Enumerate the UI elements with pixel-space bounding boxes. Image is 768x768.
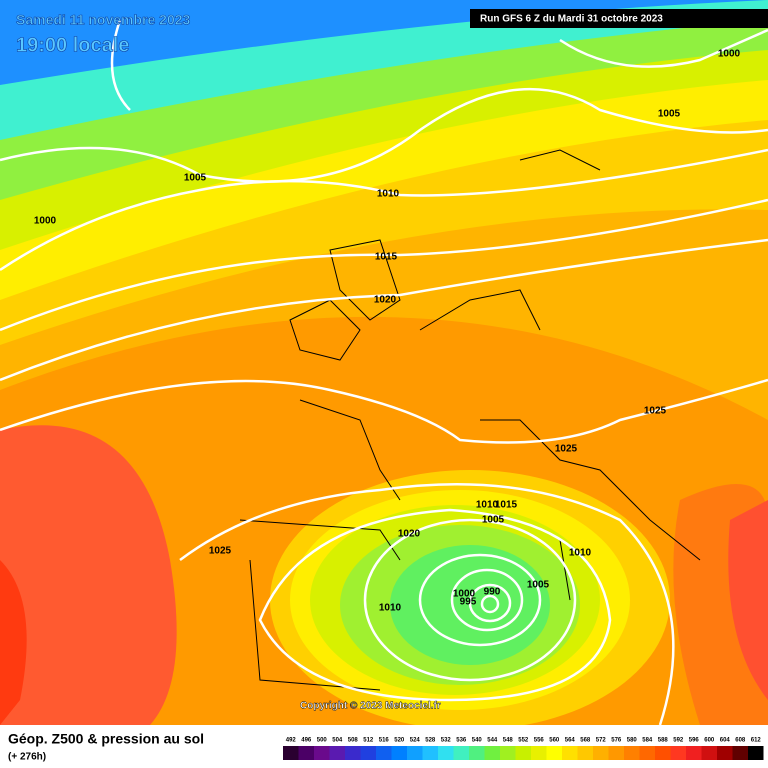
scale-label: 596 bbox=[689, 738, 700, 744]
scale-label: 580 bbox=[627, 738, 638, 744]
isobar-label: 1020 bbox=[398, 529, 421, 540]
isobar-label: 1025 bbox=[644, 406, 667, 417]
scale-label: 556 bbox=[534, 738, 545, 744]
scale-swatch bbox=[593, 746, 609, 760]
scale-label: 560 bbox=[549, 738, 560, 744]
scale-label: 540 bbox=[472, 738, 483, 744]
scale-swatch bbox=[484, 746, 500, 760]
scale-label: 552 bbox=[518, 738, 529, 744]
scale-swatch bbox=[438, 746, 454, 760]
scale-label: 500 bbox=[317, 738, 328, 744]
scale-swatch bbox=[608, 746, 624, 760]
isobar-label: 1005 bbox=[527, 580, 550, 591]
scale-swatch bbox=[701, 746, 717, 760]
scale-label: 592 bbox=[673, 738, 684, 744]
isobar-label: 1015 bbox=[375, 252, 398, 263]
scale-label: 612 bbox=[751, 738, 762, 744]
scale-swatch bbox=[360, 746, 376, 760]
scale-swatch bbox=[376, 746, 392, 760]
scale-swatch bbox=[500, 746, 516, 760]
isobar-label: 1010 bbox=[569, 548, 592, 559]
scale-swatch bbox=[670, 746, 686, 760]
isobar-label: 1000 bbox=[34, 216, 57, 227]
scale-swatch bbox=[686, 746, 702, 760]
scale-swatch bbox=[469, 746, 485, 760]
scale-swatch bbox=[531, 746, 547, 760]
scale-label: 544 bbox=[487, 738, 498, 744]
isobar-label: 1025 bbox=[555, 444, 578, 455]
scale-swatch bbox=[562, 746, 578, 760]
scale-swatch bbox=[407, 746, 423, 760]
isobar-labels: 1000100510051000101010151020102510251010… bbox=[34, 49, 741, 614]
isobars bbox=[0, 19, 768, 726]
scale-label: 568 bbox=[580, 738, 591, 744]
scale-label: 604 bbox=[720, 738, 731, 744]
scale-swatch bbox=[515, 746, 531, 760]
scale-label: 496 bbox=[301, 738, 312, 744]
isobar-label: 1000 bbox=[718, 49, 741, 60]
scale-swatch bbox=[624, 746, 640, 760]
scale-label: 504 bbox=[332, 738, 343, 744]
isobar-label: 1000 bbox=[453, 589, 476, 600]
geopotential-field bbox=[0, 0, 768, 730]
coastlines bbox=[239, 149, 701, 691]
scale-swatch bbox=[314, 746, 330, 760]
scale-label: 564 bbox=[565, 738, 576, 744]
legend-title: Géop. Z500 & pression au sol bbox=[8, 731, 204, 747]
scale-label: 520 bbox=[394, 738, 405, 744]
scale-swatch bbox=[329, 746, 345, 760]
isobar-label: 1020 bbox=[374, 295, 397, 306]
scale-label: 532 bbox=[441, 738, 452, 744]
isobar-label: 1005 bbox=[184, 173, 207, 184]
scale-label: 524 bbox=[410, 738, 421, 744]
scale-swatch bbox=[546, 746, 562, 760]
scale-swatch bbox=[748, 746, 764, 760]
copyright: Copyright © 2023 Meteociel.fr bbox=[300, 701, 441, 712]
scale-label: 572 bbox=[596, 738, 607, 744]
isobar-label: 1010 bbox=[377, 189, 400, 200]
scale-swatch bbox=[391, 746, 407, 760]
scale-label: 512 bbox=[363, 738, 374, 744]
scale-swatch bbox=[283, 746, 299, 760]
isobar-label: 1015 bbox=[495, 500, 518, 511]
isobar-label: 1025 bbox=[209, 546, 232, 557]
scale-label: 548 bbox=[503, 738, 514, 744]
isobar-label: 995 bbox=[460, 597, 477, 608]
run-info: Run GFS 6 Z du Mardi 31 octobre 2023 bbox=[480, 14, 663, 25]
isobar-label: 1010 bbox=[379, 603, 402, 614]
isobar-label: 1005 bbox=[482, 515, 505, 526]
run-box bbox=[470, 9, 768, 28]
isobar-label: 990 bbox=[484, 587, 501, 598]
scale-label: 492 bbox=[286, 738, 297, 744]
scale-label: 608 bbox=[735, 738, 746, 744]
scale-swatch bbox=[298, 746, 314, 760]
scale-label: 516 bbox=[379, 738, 390, 744]
scale-swatch bbox=[639, 746, 655, 760]
lead-time: (+ 276h) bbox=[8, 752, 46, 763]
isobar-label: 1005 bbox=[658, 109, 681, 120]
scale-label: 536 bbox=[456, 738, 467, 744]
time: 19:00 locale bbox=[16, 34, 129, 56]
isobar-label: 1010 bbox=[476, 500, 499, 511]
scale-label: 584 bbox=[642, 738, 653, 744]
scale-swatch bbox=[732, 746, 748, 760]
scale-label: 576 bbox=[611, 738, 622, 744]
scale-swatch bbox=[345, 746, 361, 760]
color-scale: 492 496 500 504 508 512 516 520 524 528 532 536 540 5… bbox=[283, 738, 764, 760]
scale-label: 600 bbox=[704, 738, 715, 744]
scale-swatch bbox=[422, 746, 438, 760]
scale-swatch bbox=[717, 746, 733, 760]
scale-swatch bbox=[453, 746, 469, 760]
scale-swatch bbox=[655, 746, 671, 760]
date: Samedi 11 novembre 2023 bbox=[16, 12, 191, 28]
scale-label: 528 bbox=[425, 738, 436, 744]
scale-label: 588 bbox=[658, 738, 669, 744]
scale-swatch bbox=[577, 746, 593, 760]
scale-label: 508 bbox=[348, 738, 359, 744]
